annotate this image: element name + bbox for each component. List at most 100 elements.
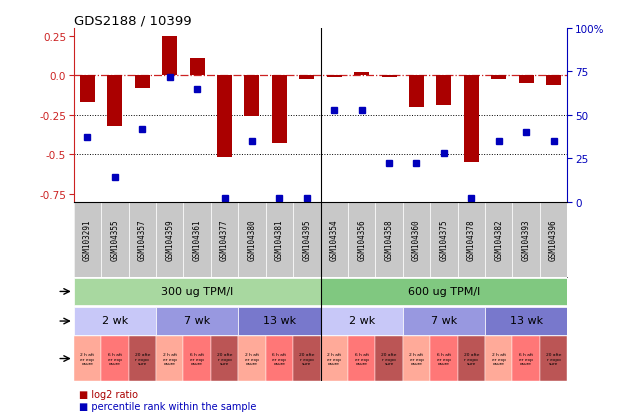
Bar xyxy=(74,202,101,277)
Bar xyxy=(183,336,211,381)
Bar xyxy=(74,336,101,381)
Text: GSM104375: GSM104375 xyxy=(439,219,449,260)
Text: 300 ug TPM/l: 300 ug TPM/l xyxy=(161,286,233,296)
Bar xyxy=(376,336,403,381)
Bar xyxy=(430,336,458,381)
Bar xyxy=(519,76,534,84)
Bar xyxy=(458,202,485,277)
Text: 2 h aft
er exp
osure: 2 h aft er exp osure xyxy=(245,352,259,365)
Text: GSM104355: GSM104355 xyxy=(110,219,119,260)
Text: 13 wk: 13 wk xyxy=(510,316,543,326)
Text: GSM104361: GSM104361 xyxy=(192,219,202,260)
Bar xyxy=(265,336,293,381)
Bar xyxy=(80,76,95,103)
Bar xyxy=(540,202,567,277)
Bar xyxy=(293,336,320,381)
Text: 2 h aft
er exp
osure: 2 h aft er exp osure xyxy=(492,352,506,365)
Bar xyxy=(546,76,561,85)
Bar xyxy=(320,336,348,381)
Bar xyxy=(238,308,320,335)
Bar xyxy=(403,336,430,381)
Bar xyxy=(74,308,156,335)
Bar xyxy=(348,336,376,381)
Text: 20 afte
r expo
sure: 20 afte r expo sure xyxy=(546,352,562,365)
Bar xyxy=(183,202,211,277)
Bar xyxy=(409,76,424,108)
Text: GSM104356: GSM104356 xyxy=(357,219,366,260)
Bar xyxy=(320,308,403,335)
Bar xyxy=(129,336,156,381)
Text: ■ percentile rank within the sample: ■ percentile rank within the sample xyxy=(79,401,256,411)
Bar xyxy=(156,202,183,277)
Bar xyxy=(376,202,403,277)
Bar xyxy=(74,278,320,305)
Bar xyxy=(299,76,314,79)
Bar xyxy=(458,336,485,381)
Text: 20 afte
r expo
sure: 20 afte r expo sure xyxy=(381,352,397,365)
Text: 6 h aft
er exp
osure: 6 h aft er exp osure xyxy=(108,352,122,365)
Bar xyxy=(135,76,150,89)
Text: 2 wk: 2 wk xyxy=(102,316,128,326)
Text: GSM104378: GSM104378 xyxy=(467,219,476,260)
Bar xyxy=(403,308,485,335)
Bar xyxy=(437,76,451,106)
Bar xyxy=(354,73,369,76)
Bar xyxy=(327,76,342,78)
Text: GSM104359: GSM104359 xyxy=(165,219,174,260)
Text: GSM104380: GSM104380 xyxy=(247,219,256,260)
Text: GSM103291: GSM103291 xyxy=(83,219,92,260)
Bar xyxy=(403,202,430,277)
Bar xyxy=(381,76,397,78)
Text: GSM104396: GSM104396 xyxy=(549,219,558,260)
Bar xyxy=(101,336,129,381)
Text: 2 h aft
er exp
osure: 2 h aft er exp osure xyxy=(80,352,94,365)
Text: 600 ug TPM/l: 600 ug TPM/l xyxy=(408,286,480,296)
Text: ■ log2 ratio: ■ log2 ratio xyxy=(79,389,138,399)
Bar xyxy=(190,59,204,76)
Bar xyxy=(512,336,540,381)
Text: GSM104393: GSM104393 xyxy=(522,219,531,260)
Text: 13 wk: 13 wk xyxy=(263,316,296,326)
Text: GDS2188 / 10399: GDS2188 / 10399 xyxy=(74,15,192,28)
Bar xyxy=(238,202,265,277)
Text: GSM104395: GSM104395 xyxy=(303,219,312,260)
Bar xyxy=(156,308,238,335)
Bar xyxy=(491,76,506,79)
Text: 2 h aft
er exp
osure: 2 h aft er exp osure xyxy=(410,352,424,365)
Bar xyxy=(265,202,293,277)
Text: GSM104360: GSM104360 xyxy=(412,219,421,260)
Text: 20 afte
r expo
sure: 20 afte r expo sure xyxy=(217,352,232,365)
Text: 6 h aft
er exp
osure: 6 h aft er exp osure xyxy=(354,352,369,365)
Bar xyxy=(348,202,376,277)
Text: 2 wk: 2 wk xyxy=(349,316,375,326)
Text: GSM104381: GSM104381 xyxy=(275,219,284,260)
Bar xyxy=(238,336,265,381)
Bar xyxy=(107,76,122,126)
Bar xyxy=(485,308,567,335)
Text: GSM104354: GSM104354 xyxy=(329,219,338,260)
Bar xyxy=(101,202,129,277)
Bar xyxy=(211,336,238,381)
Bar xyxy=(320,202,348,277)
Bar xyxy=(485,202,512,277)
Text: 7 wk: 7 wk xyxy=(431,316,457,326)
Bar xyxy=(430,202,458,277)
Text: GSM104357: GSM104357 xyxy=(138,219,147,260)
Text: 7 wk: 7 wk xyxy=(184,316,210,326)
Bar xyxy=(244,76,260,117)
Bar xyxy=(512,202,540,277)
Bar xyxy=(156,336,183,381)
Text: 6 h aft
er exp
osure: 6 h aft er exp osure xyxy=(272,352,287,365)
Bar xyxy=(211,202,238,277)
Bar xyxy=(162,37,177,76)
Bar xyxy=(272,76,287,144)
Text: GSM104358: GSM104358 xyxy=(385,219,394,260)
Bar xyxy=(129,202,156,277)
Text: 2 h aft
er exp
osure: 2 h aft er exp osure xyxy=(163,352,177,365)
Text: 6 h aft
er exp
osure: 6 h aft er exp osure xyxy=(437,352,451,365)
Text: 6 h aft
er exp
osure: 6 h aft er exp osure xyxy=(190,352,204,365)
Text: GSM104382: GSM104382 xyxy=(494,219,503,260)
Text: GSM104377: GSM104377 xyxy=(220,219,229,260)
Bar xyxy=(293,202,320,277)
Bar xyxy=(464,76,479,163)
